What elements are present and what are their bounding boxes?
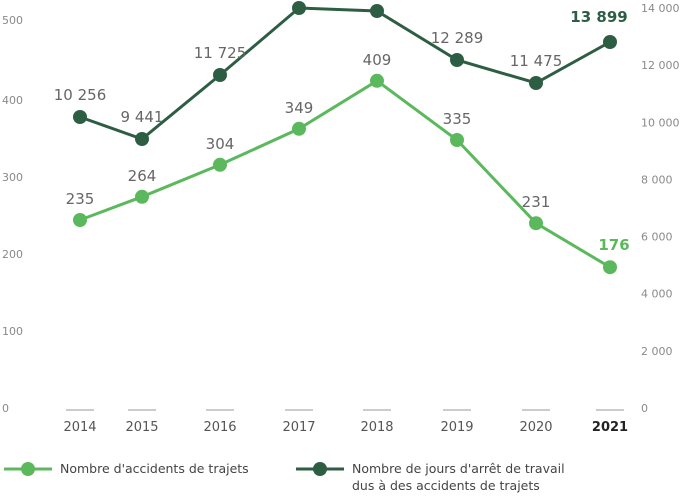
- data-point-accidents: [529, 216, 543, 231]
- y-right-tick-label: 4 000: [641, 288, 673, 301]
- x-axis: 2014 2015 2016 2017 2018 2019 2020 2021: [63, 409, 628, 435]
- y-right-tick-label: 8 000: [641, 173, 673, 186]
- x-tick-label: 2017: [282, 420, 315, 435]
- data-label-accidents: 335: [443, 110, 472, 128]
- x-tick-label: 2015: [125, 420, 158, 435]
- data-label-accidents: 235: [66, 190, 95, 208]
- series-layer: 235 10 256 264 9 441 304 11 725 349 409 335 12 28…: [54, 1, 630, 275]
- data-point-jours-arret: [450, 53, 464, 67]
- data-label-accidents: 231: [522, 193, 551, 211]
- y-left-tick-label: 100: [2, 325, 23, 338]
- data-point-jours-arret: [529, 76, 543, 90]
- x-tick-label: 2019: [440, 420, 473, 435]
- data-point-jours-arret: [213, 68, 227, 82]
- y-right-tick-label: 12 000: [641, 59, 680, 72]
- y-right-tick-label: 14 000: [641, 2, 680, 15]
- data-point-accidents: [73, 213, 87, 227]
- y-left-axis: 0 100 200 300 400 500: [2, 14, 23, 415]
- y-left-tick-label: 500: [2, 14, 23, 27]
- data-label-jours-arret: 9 441: [121, 108, 164, 126]
- data-point-accidents: [370, 73, 384, 88]
- data-point-accidents: [213, 157, 227, 172]
- x-tick-label: 2021: [592, 420, 628, 435]
- data-point-jours-arret: [292, 1, 306, 15]
- legend-label-jours-arret-line1: Nombre de jours d'arrêt de travail: [352, 461, 565, 476]
- y-left-tick-label: 200: [2, 248, 23, 261]
- y-left-tick-label: 400: [2, 94, 23, 107]
- legend-label-jours-arret-line2: dus à des accidents de trajets: [352, 478, 540, 493]
- legend-marker-accidents: [21, 462, 35, 476]
- data-label-jours-arret: 12 289: [431, 29, 484, 47]
- data-label-jours-arret: 11 475: [510, 52, 563, 70]
- y-right-tick-label: 0: [641, 402, 648, 415]
- legend: Nombre d'accidents de trajets Nombre de j…: [4, 461, 565, 493]
- data-label-accidents: 176: [598, 236, 629, 254]
- data-point-jours-arret: [603, 35, 617, 49]
- data-point-accidents: [450, 133, 464, 147]
- data-label-jours-arret: 10 256: [54, 86, 107, 104]
- y-right-tick-label: 2 000: [641, 345, 673, 358]
- x-tick-label: 2014: [63, 420, 96, 435]
- y-left-tick-label: 300: [2, 171, 23, 184]
- y-right-tick-label: 6 000: [641, 231, 673, 244]
- data-label-accidents: 304: [206, 135, 235, 153]
- data-label-jours-arret: 13 899: [570, 8, 627, 26]
- x-tick-label: 2020: [519, 420, 552, 435]
- data-point-jours-arret: [370, 4, 384, 18]
- data-label-accidents: 264: [128, 167, 157, 185]
- x-tick-label: 2016: [203, 420, 236, 435]
- data-point-jours-arret: [135, 132, 149, 146]
- x-tick-label: 2018: [360, 420, 393, 435]
- data-label-accidents: 349: [285, 99, 314, 117]
- legend-marker-jours-arret: [313, 462, 327, 476]
- y-right-axis: 0 2 000 4 000 6 000 8 000 10 000 12 000 14 000: [641, 2, 680, 415]
- series-line-jours-arret: [79, 6, 611, 141]
- y-left-tick-label: 0: [2, 402, 9, 415]
- y-right-tick-label: 10 000: [641, 116, 680, 129]
- data-point-accidents: [135, 189, 149, 204]
- series-line-accidents: [79, 78, 611, 269]
- data-label-accidents: 409: [363, 51, 392, 69]
- data-point-jours-arret: [73, 110, 87, 124]
- data-point-accidents: [603, 260, 617, 275]
- legend-label-accidents: Nombre d'accidents de trajets: [60, 461, 249, 476]
- data-label-jours-arret: 11 725: [194, 44, 247, 62]
- data-point-accidents: [292, 121, 306, 136]
